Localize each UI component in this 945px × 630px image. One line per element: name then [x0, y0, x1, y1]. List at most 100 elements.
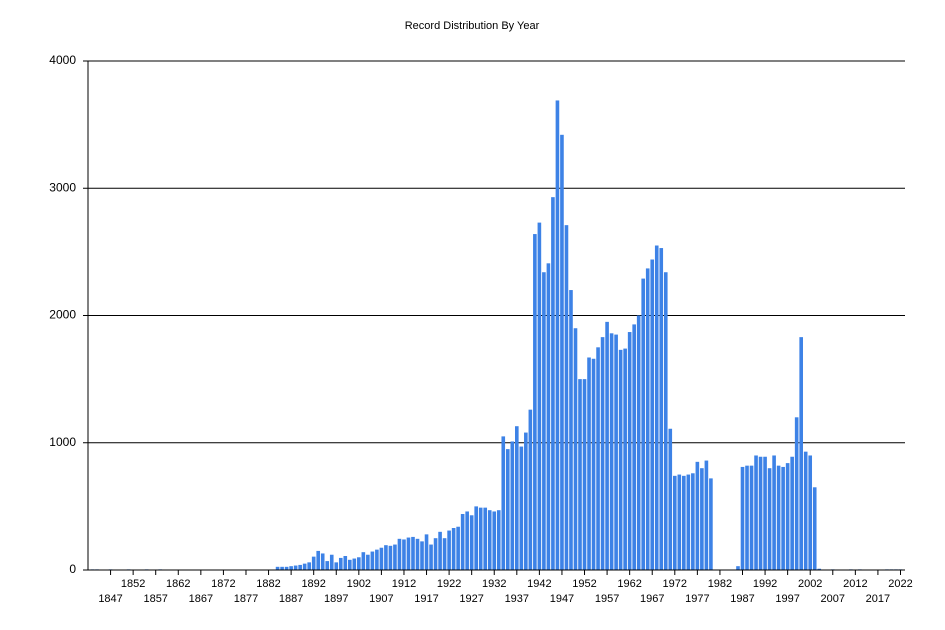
bar: [433, 538, 438, 570]
bar: [524, 432, 528, 570]
bar: [397, 538, 402, 570]
bar: [700, 468, 704, 570]
bar: [320, 553, 325, 570]
bar: [677, 474, 682, 570]
y-tick-label: 1000: [49, 435, 76, 449]
bar: [808, 455, 813, 570]
bar: [343, 556, 348, 570]
bar: [487, 510, 492, 570]
bar: [415, 538, 420, 570]
x-tick-label: 2022: [888, 578, 912, 590]
bar: [442, 538, 447, 570]
bar: [352, 558, 357, 570]
bar: [754, 455, 758, 570]
bar: [546, 263, 551, 570]
bar: [772, 455, 776, 570]
y-tick-label: 3000: [49, 180, 76, 194]
x-tick-label: 1962: [617, 578, 641, 590]
x-tick-label: 1917: [414, 593, 438, 605]
bar: [424, 534, 429, 570]
bar: [776, 465, 781, 570]
x-tick-label: 1902: [347, 578, 371, 590]
x-tick-label: 1957: [595, 593, 619, 605]
x-tick-label: 1987: [730, 593, 754, 605]
bar: [505, 449, 510, 570]
x-tick-label: 1857: [143, 593, 167, 605]
x-tick-label: 2012: [843, 578, 867, 590]
chart-title: Record Distribution By Year: [405, 20, 540, 32]
bar: [749, 465, 754, 570]
bar: [596, 347, 600, 570]
bar: [623, 348, 627, 570]
bar: [641, 278, 646, 570]
bar: [451, 528, 456, 570]
y-tick-label: 4000: [49, 53, 76, 67]
bar: [311, 556, 316, 570]
bar: [375, 549, 379, 570]
x-tick-label: 1872: [211, 578, 235, 590]
bar: [492, 511, 497, 570]
bar: [474, 506, 478, 570]
x-tick-label: 1882: [256, 578, 280, 590]
bar: [469, 515, 474, 570]
x-tick-label: 1927: [459, 593, 483, 605]
bar: [790, 456, 794, 570]
x-tick-label: 1867: [189, 593, 213, 605]
bar: [672, 475, 677, 570]
bar: [510, 441, 515, 570]
bar: [627, 332, 632, 570]
bar: [316, 550, 321, 570]
bar: [645, 268, 650, 570]
x-tick-label: 1922: [437, 578, 461, 590]
x-tick-label: 2007: [821, 593, 845, 605]
x-tick-label: 1942: [527, 578, 551, 590]
bar: [794, 417, 799, 570]
y-tick-label: 2000: [49, 308, 76, 322]
bar: [745, 465, 749, 570]
bar: [578, 379, 582, 570]
bar: [537, 222, 542, 571]
bar: [740, 466, 745, 570]
bar: [406, 537, 411, 570]
bar: [379, 547, 384, 570]
bar: [456, 526, 460, 570]
bar: [663, 272, 668, 570]
x-tick-label: 1982: [708, 578, 732, 590]
bar: [361, 552, 366, 570]
bar: [515, 426, 519, 570]
bar: [528, 409, 533, 570]
x-tick-label: 1932: [482, 578, 506, 590]
x-tick-label: 1852: [121, 578, 145, 590]
bar: [605, 321, 609, 570]
x-tick-label: 1977: [685, 593, 709, 605]
bar: [298, 564, 302, 570]
x-tick-label: 1947: [550, 593, 574, 605]
x-tick-label: 1897: [324, 593, 348, 605]
bar: [803, 451, 808, 570]
x-tick-label: 2002: [798, 578, 822, 590]
bar: [817, 568, 822, 570]
x-tick-label: 1862: [166, 578, 190, 590]
bar: [465, 511, 469, 570]
bar: [691, 473, 695, 570]
bar: [555, 100, 560, 570]
bar: [560, 134, 564, 570]
bar: [704, 460, 709, 570]
bar: [682, 475, 686, 570]
x-tick-label: 1907: [369, 593, 393, 605]
bar: [636, 315, 641, 570]
bar: [280, 566, 284, 570]
bar: [501, 436, 506, 570]
bar: [587, 357, 591, 570]
x-tick-label: 1997: [775, 593, 799, 605]
bar: [799, 337, 803, 570]
bar: [289, 566, 293, 570]
bar: [429, 544, 433, 570]
bar: [483, 507, 488, 570]
x-tick-label: 1992: [753, 578, 777, 590]
bar: [420, 541, 424, 570]
bar: [650, 259, 655, 570]
bar: [582, 379, 587, 570]
x-tick-label: 1937: [505, 593, 529, 605]
